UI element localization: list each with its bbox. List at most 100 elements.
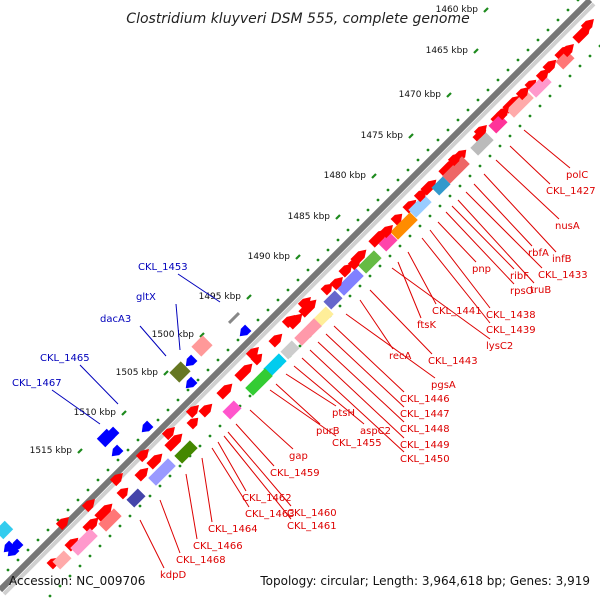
ruler-dot	[566, 8, 570, 12]
ruler-dot	[236, 338, 240, 342]
forward-gene-arrow	[390, 213, 403, 226]
gene-label-ribf: ribF	[510, 271, 529, 282]
forward-gene-arrow	[298, 299, 317, 318]
ruler-dot	[458, 184, 462, 188]
leader-rbfa	[473, 183, 533, 247]
gene-label-ckl-1447: CKL_1447	[400, 409, 450, 420]
ruler-dot	[96, 478, 100, 482]
ruler-dot	[488, 154, 492, 158]
gene-label-ckl-1427: CKL_1427	[546, 186, 596, 197]
ruler-dot	[398, 244, 402, 248]
ruler-dot	[576, 0, 580, 2]
ruler-dot	[296, 278, 300, 282]
ruler-dot	[66, 508, 70, 512]
leader-ckl-1438	[429, 229, 491, 309]
ruler-dot	[138, 504, 142, 508]
gene-label-nusa: nusA	[555, 221, 580, 232]
cog-feature-box-shape	[336, 268, 364, 296]
gene-label-ckl-1459: CKL_1459	[270, 468, 320, 479]
cog-feature-box	[263, 353, 287, 377]
cog-feature-box	[528, 74, 552, 98]
ruler-dot	[448, 194, 452, 198]
cog-feature-box	[148, 458, 176, 486]
leader-lysc2	[391, 267, 491, 340]
gene-features	[0, 19, 594, 570]
ruler-dot	[508, 134, 512, 138]
ruler-dot	[408, 234, 412, 238]
cog-feature-box-shape	[263, 353, 287, 377]
cog-feature-box-shape	[148, 458, 176, 486]
cog-feature-box	[358, 250, 382, 274]
gene-label-ckl-1464: CKL_1464	[208, 524, 258, 535]
gene-label-ckl-1453: CKL_1453	[138, 262, 188, 273]
cog-feature-box	[169, 361, 191, 383]
ruler-dot	[466, 108, 470, 112]
gene-label-trub: truB	[530, 285, 551, 296]
forward-gene-arrow	[297, 297, 311, 311]
forward-gene-arrow-shape	[329, 277, 343, 291]
ruler-dot	[346, 228, 350, 232]
ruler-label: 1480 kbp	[324, 171, 367, 181]
reverse-gene-arrow-shape	[141, 420, 154, 433]
forward-gene-arrow-shape	[245, 347, 259, 361]
forward-gene-arrow-shape	[447, 153, 461, 167]
cog-feature-box-shape	[52, 550, 72, 570]
leader-ckl-1466	[185, 473, 198, 540]
ruler-label: 1485 kbp	[288, 212, 331, 222]
gene-label-pgsa: pgsA	[431, 380, 456, 391]
forward-gene-arrow	[186, 417, 199, 430]
cog-feature-box	[98, 508, 122, 532]
ruler-tick	[473, 48, 479, 54]
forward-gene-arrow	[402, 199, 417, 214]
ruler-dot	[506, 68, 510, 72]
forward-gene-arrow-shape	[297, 297, 311, 311]
gene-label-ckl-1460: CKL_1460	[287, 508, 337, 519]
forward-gene-arrow-shape	[368, 229, 387, 248]
leader-ckl-1449	[309, 349, 405, 439]
leader-ckl-1439	[421, 237, 491, 324]
leader-ckl-1427	[509, 145, 551, 185]
ruler-dot	[326, 248, 330, 252]
cog-feature-box-shape	[442, 156, 470, 184]
gene-label-ckl-1467: CKL_1467	[12, 378, 62, 389]
leader-ckl-1446	[333, 325, 405, 393]
forward-gene-arrow	[515, 87, 529, 101]
ruler-dot	[376, 198, 380, 202]
forward-gene-arrow-shape	[64, 537, 79, 552]
leader-purb	[275, 383, 321, 425]
ruler-label: 1495 kbp	[199, 292, 242, 302]
forward-gene-arrow-shape	[81, 499, 95, 513]
ruler-dot	[86, 488, 90, 492]
ruler-dot	[548, 94, 552, 98]
leader-ckl-1441	[407, 251, 437, 305]
cog-feature-box	[408, 194, 432, 218]
ruler-tick	[246, 294, 252, 300]
gene-label-ckl-1466: CKL_1466	[193, 541, 243, 552]
leader-aspc2	[293, 365, 365, 425]
forward-gene-arrow	[329, 277, 343, 291]
ruler-dot	[568, 74, 572, 78]
ruler-dot	[286, 288, 290, 292]
forward-gene-arrow	[185, 405, 199, 419]
ruler-dot	[348, 294, 352, 298]
cog-feature-box-shape	[528, 74, 552, 98]
ruler-labels: 1460 kbp 1465 kbp 1470 kbp 1475 kbp 1480 kbp…	[30, 5, 479, 456]
cog-feature-box-shape	[506, 90, 534, 118]
ruler-dot	[48, 594, 52, 598]
ruler-dot	[358, 284, 362, 288]
ruler-dot	[46, 528, 50, 532]
forward-gene-arrow	[281, 315, 295, 329]
reverse-gene-arrow	[185, 354, 198, 367]
ruler-dot	[106, 468, 110, 472]
leader-ckl-1463	[211, 447, 250, 508]
ruler-dot	[216, 358, 220, 362]
ruler-dot	[516, 58, 520, 62]
forward-gene-arrow-shape	[338, 263, 353, 278]
ruler-dot	[6, 568, 10, 572]
leader-ckl-1433	[465, 191, 543, 269]
forward-gene-arrow	[495, 107, 509, 121]
cog-feature-box	[245, 368, 273, 396]
accession-label: Accession: NC_009706	[9, 574, 146, 588]
